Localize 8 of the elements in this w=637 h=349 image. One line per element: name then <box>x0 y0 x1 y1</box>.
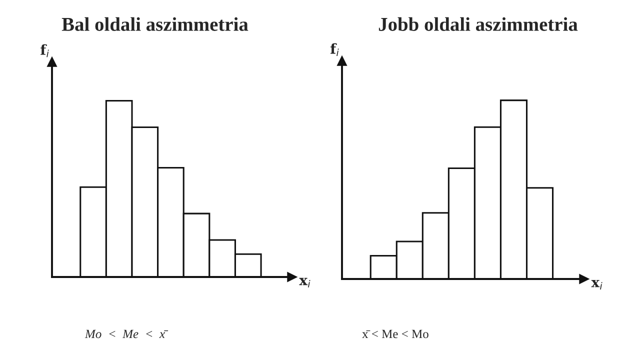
x-axis-title: x$_{i}$ <box>591 280 602 290</box>
text: Mo < Me < x̄ <box>84 330 168 338</box>
chart-title: Jobb oldali aszimmetria <box>378 17 578 31</box>
y-axis-title: f$_{i}$ <box>40 44 49 58</box>
text: x̄ < Me < Mo <box>362 330 428 338</box>
chart-title: Bal oldali aszimmetria <box>62 17 248 31</box>
y-axis-title: f$_{i}$ <box>330 43 339 56</box>
x-axis-title: x$_{i}$ <box>299 278 310 288</box>
